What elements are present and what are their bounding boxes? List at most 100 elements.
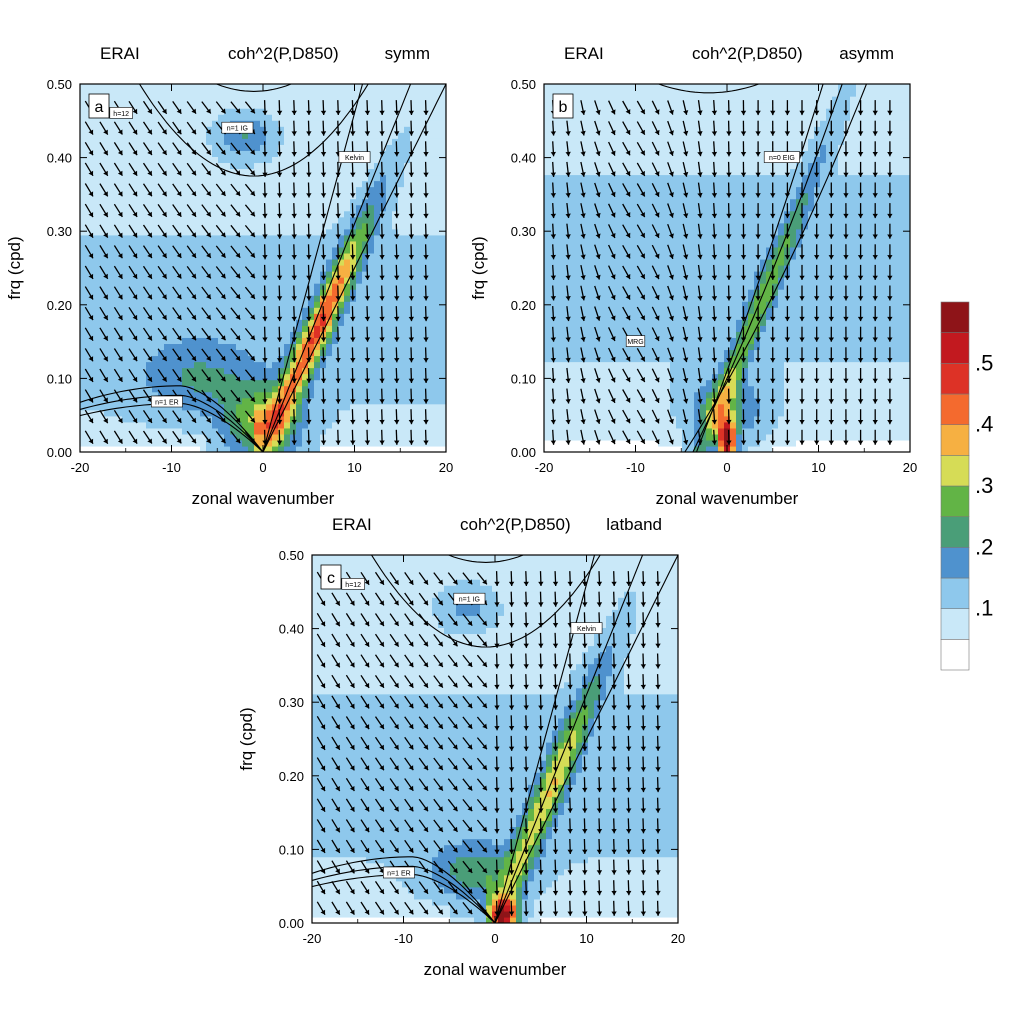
phase-arrow-head (467, 620, 473, 626)
phase-arrow-head (683, 275, 689, 280)
phase-arrow-head (291, 296, 297, 301)
phase-arrow-head (828, 275, 834, 280)
phase-arrow-head (580, 378, 586, 383)
phase-arrow-head (828, 131, 834, 136)
phase-arrow-head (610, 418, 616, 424)
phase-arrow-head (582, 911, 588, 916)
phase-arrow-head (335, 275, 341, 280)
colorbar-swatch (940, 577, 970, 610)
phase-arrow-head (132, 170, 138, 176)
phase-arrow-head (611, 602, 617, 607)
phase-arrow-head (552, 581, 559, 586)
phase-arrow-head (843, 152, 849, 157)
phase-arrow-head (394, 827, 399, 832)
coherence-field (80, 84, 446, 452)
phase-arrow-head (408, 785, 414, 791)
phase-arrow-head (394, 419, 400, 425)
phase-arrow-head (755, 131, 761, 136)
phase-arrow-head (668, 336, 674, 342)
phase-arrow-head (408, 620, 414, 626)
phase-arrow-head (655, 684, 661, 690)
phase-arrow-head (364, 662, 370, 668)
phase-arrow-head (625, 109, 631, 115)
x-tick-label: 20 (439, 460, 453, 475)
phase-arrow-head (132, 253, 138, 259)
curve-label: n=0 EIG (769, 155, 795, 162)
phase-arrow-head (580, 110, 586, 115)
phase-arrow-head (191, 108, 196, 114)
x-axis-label: zonal wavenumber (192, 489, 335, 508)
phase-arrow-head (567, 808, 573, 813)
phase-arrow-head (683, 213, 689, 218)
phase-arrow-head (683, 378, 689, 383)
phase-arrow-head (88, 191, 94, 197)
phase-arrow-head (843, 440, 849, 445)
phase-arrow-head (655, 829, 661, 834)
phase-arrow-head (683, 336, 689, 342)
colorbar-tick-label: .5 (975, 350, 993, 375)
phase-arrow-head (335, 234, 341, 239)
phase-arrow-head (814, 337, 820, 342)
phase-arrow-head (379, 337, 385, 342)
phase-arrow-head (668, 274, 674, 280)
phase-arrow-head (394, 358, 400, 363)
phase-arrow-head (626, 643, 632, 648)
phase-arrow-head (668, 398, 674, 404)
colorbar-swatch (940, 301, 970, 334)
phase-arrow-head (394, 316, 400, 322)
phase-arrow-head (610, 274, 616, 280)
phase-arrow-head (711, 440, 718, 445)
phase-arrow-head (843, 378, 849, 383)
phase-arrow-head (320, 275, 327, 280)
phase-arrow-head (523, 602, 529, 607)
phase-arrow-head (784, 296, 791, 301)
phase-arrow-head (117, 129, 123, 135)
phase-arrow-head (683, 316, 689, 321)
phase-arrow-head (176, 314, 182, 320)
phase-arrow-head (452, 909, 458, 915)
phase-arrow-head (394, 600, 399, 606)
phase-arrow-head (814, 213, 820, 219)
y-tick-label: 0.10 (279, 842, 304, 857)
phase-arrow-head (235, 335, 241, 341)
phase-arrow-head (452, 579, 458, 585)
phase-arrow-head (550, 275, 556, 280)
phase-arrow-head (611, 870, 617, 875)
phase-arrow-head (814, 172, 820, 177)
phase-arrow-head (625, 150, 631, 156)
curve-label-box (382, 866, 415, 879)
curve-label: n=1 IG (459, 597, 480, 604)
phase-arrow-head (408, 399, 414, 404)
phase-arrow-head (379, 724, 384, 729)
phase-arrow-head (349, 889, 355, 894)
phase-arrow-head (711, 296, 718, 301)
phase-arrow-head (423, 213, 429, 219)
phase-arrow-head (320, 889, 326, 895)
phase-arrow-head (103, 294, 108, 300)
y-axis-label: frq (cpd) (5, 236, 24, 299)
phase-arrow-head (335, 744, 340, 750)
phase-arrow-head (379, 765, 384, 771)
phase-arrow-head (349, 641, 355, 647)
curve-label-box (453, 592, 486, 605)
phase-arrow-head (611, 829, 617, 834)
phase-arrow-head (828, 213, 834, 219)
phase-arrow-head (467, 703, 473, 709)
phase-arrow-head (857, 110, 864, 116)
phase-arrow-head (565, 399, 571, 404)
phase-arrow-head (799, 378, 805, 383)
phase-arrow-head (335, 641, 340, 647)
phase-arrow-head (828, 255, 834, 260)
phase-arrow-head (379, 621, 384, 626)
phase-arrow-head (306, 337, 312, 342)
phase-arrow-head (887, 358, 893, 363)
colorbar-swatch (940, 516, 970, 548)
phase-arrow-head (88, 232, 94, 238)
phase-arrow-head (550, 399, 556, 404)
phase-arrow-head (379, 909, 384, 915)
phase-arrow-head (206, 232, 211, 238)
phase-arrow-head (482, 826, 487, 832)
phase-arrow-head (320, 827, 326, 833)
phase-arrow-head (872, 131, 878, 136)
